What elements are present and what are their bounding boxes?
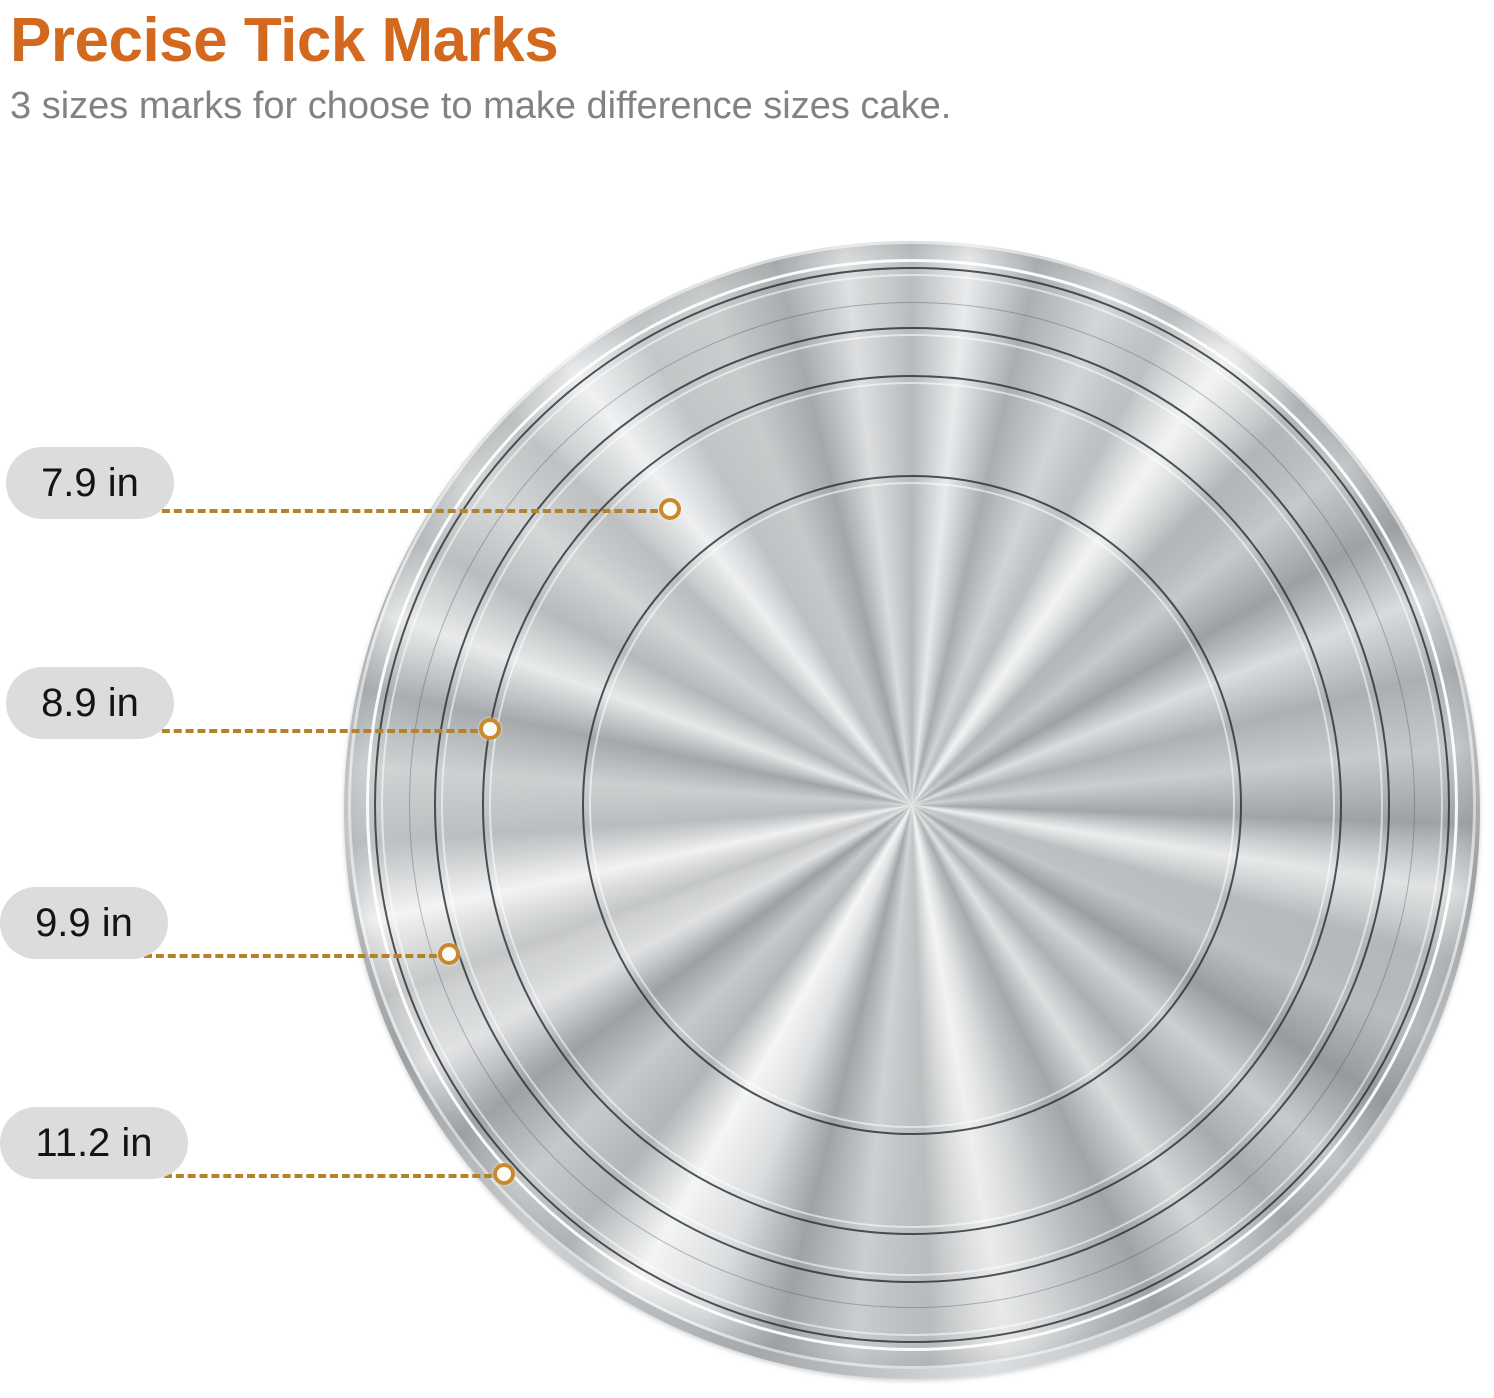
tick-marker-8-9in: [479, 718, 501, 740]
ring-highlight-7-9in: [589, 482, 1235, 1128]
tick-ring-9-9in: [434, 327, 1390, 1283]
ring-highlight-9-9in: [441, 334, 1383, 1276]
leader-line-11-2in: [164, 1174, 504, 1178]
size-label-8-9in[interactable]: 8.9 in: [6, 667, 174, 739]
size-label-9-9in[interactable]: 9.9 in: [0, 887, 168, 959]
tick-ring-7-9in: [582, 475, 1242, 1135]
ring-highlight-outer: [366, 259, 1458, 1351]
tick-marker-7-9in: [659, 498, 681, 520]
ring-shadow-9-9in: [409, 302, 1415, 1308]
size-label-11-2in[interactable]: 11.2 in: [0, 1107, 188, 1179]
leader-line-7-9in: [150, 509, 670, 513]
leader-line-8-9in: [150, 729, 490, 733]
size-label-7-9in[interactable]: 7.9 in: [6, 447, 174, 519]
tick-marker-11-2in: [493, 1163, 515, 1185]
page-subtitle: 3 sizes marks for choose to make differe…: [10, 85, 952, 128]
ring-highlight-8-9in: [489, 382, 1335, 1228]
tick-ring-11-2in: [374, 267, 1450, 1343]
header: Precise Tick Marks 3 sizes marks for cho…: [10, 6, 1310, 131]
page-title: Precise Tick Marks: [10, 6, 559, 75]
ring-highlight-11-2in: [381, 274, 1443, 1336]
leader-line-9-9in: [144, 954, 449, 958]
tick-marker-9-9in: [438, 943, 460, 965]
tick-ring-8-9in: [482, 375, 1342, 1235]
